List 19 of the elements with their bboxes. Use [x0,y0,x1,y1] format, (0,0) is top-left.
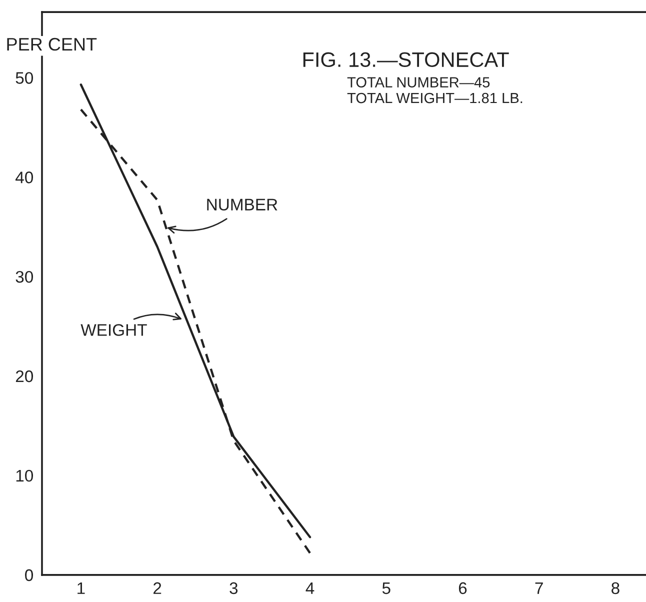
y-tick-label: 50 [16,72,34,84]
y-tick-label: 30 [16,270,34,283]
x-tick-label: 4 [306,582,314,594]
y-tick-label: 20 [16,370,34,382]
x-tick-label: 1 [78,582,85,594]
y-axis-title: PER CENT [7,38,97,51]
annotation: NUMBER [207,198,278,210]
annotation: WEIGHT [80,324,147,336]
x-tick-label: 7 [535,582,543,594]
text: FIG. 13.—STONECAT [303,52,509,68]
x-tick-label: 5 [382,582,390,594]
x-tick-label: 2 [154,582,162,594]
y-tick-label: 10 [16,470,34,482]
x-tick-label: 8 [612,582,620,594]
x-tick-label: 6 [458,582,467,594]
y-tick-label: 0 [25,569,34,582]
text: TOTAL NUMBER—45 TOTAL WEIGHT—1.81 LB. [347,77,522,104]
y-tick-label: 40 [16,172,34,184]
x-tick-label: 3 [230,582,238,594]
